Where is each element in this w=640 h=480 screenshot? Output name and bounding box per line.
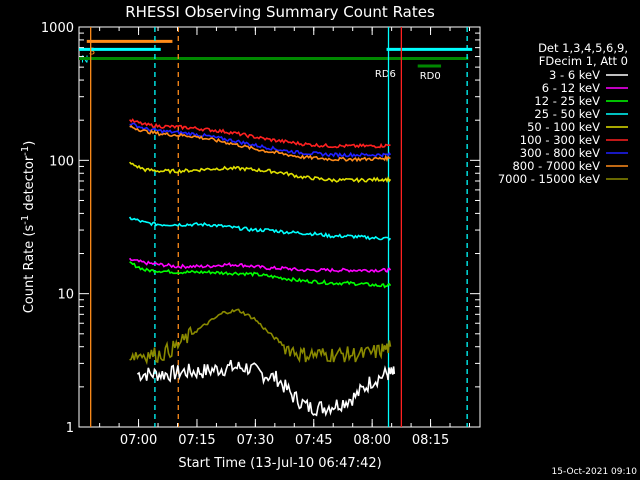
y-axis-label-sup: -1 [20,215,31,225]
x-tick-label-4: 08:00 [353,433,390,448]
legend-header-line-1: Det 1,3,4,5,6,9, [538,41,628,55]
legend-label-5: 100 - 300 keV [520,133,600,147]
flag-label-rd6: RD6 [375,69,396,80]
x-tick-label-0: 07:00 [120,433,157,448]
x-axis-label: Start Time (13-Jul-10 06:47:42) [178,456,381,471]
flag-bars: SNRD0RD6 [79,39,473,82]
legend-label-3: 25 - 50 keV [534,107,600,121]
legend-header-line-2: FDecim 1, Att 0 [539,54,628,68]
series-line-1 [128,257,392,273]
flag-label-4: RD0 [420,71,441,82]
series-lines [128,118,396,418]
series-line-4 [129,161,392,184]
x-axis-ticks: 07:00 07:15 07:30 07:45 08:00 08:15 [99,27,470,448]
series-line-7 [129,125,391,163]
legend-label-1: 6 - 12 keV [542,81,600,95]
legend-label-2: 12 - 25 keV [534,94,600,108]
series-line-5 [128,118,391,149]
legend-label-8: 7000 - 15000 keV [498,172,600,186]
series-line-2 [129,261,392,289]
y-tick-label-2: 100 [49,154,74,169]
x-tick-label-2: 07:30 [237,433,274,448]
generation-timestamp: 15-Oct-2021 09:10 [552,467,638,477]
y-tick-label-3: 1000 [41,21,74,36]
y-axis-ticks: 1 10 100 1000 [41,21,480,436]
y-axis-label-tail: detector [22,155,37,215]
chart-title: RHESSI Observing Summary Count Rates [125,3,435,21]
series-line-8 [129,308,392,366]
legend-label-6: 300 - 800 keV [520,146,600,160]
y-axis-label-sup2: -1 [20,146,31,156]
y-axis-label-close: ) [22,141,37,146]
series-line-3 [128,216,392,241]
vertical-markers [90,27,468,427]
x-tick-label-5: 08:15 [412,433,449,448]
y-tick-label-0: 1 [66,421,74,436]
y-tick-label-1: 10 [57,288,74,303]
legend-label-4: 50 - 100 keV [527,120,600,134]
x-tick-label-3: 07:45 [295,433,332,448]
legend-label-0: 3 - 6 keV [549,68,600,82]
x-tick-label-1: 07:15 [178,433,215,448]
plot-frame [78,26,481,428]
series-line-6 [129,122,392,159]
y-axis-label-main: Count Rate (s [22,225,37,314]
series-line-0 [136,359,396,418]
legend-label-7: 800 - 7000 keV [512,159,600,173]
flag-label-0: S [89,46,95,57]
y-axis-label: Count Rate (s-1 detector-1) [20,141,37,314]
